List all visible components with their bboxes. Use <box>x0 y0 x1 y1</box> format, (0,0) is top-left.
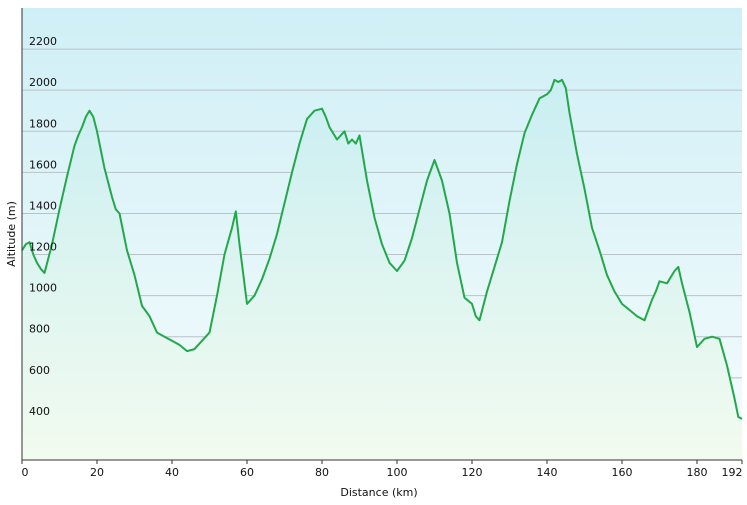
x-tick-label: 0 <box>22 466 29 479</box>
x-tick-label: 60 <box>240 466 254 479</box>
y-tick-label: 1200 <box>29 241 57 254</box>
x-tick-label: 120 <box>462 466 483 479</box>
y-axis-label: Altitude (m) <box>5 201 18 267</box>
x-ticks: 0 20 40 60 80 100 120 140 160 180 192 <box>21 460 743 479</box>
x-tick-label: 140 <box>537 466 558 479</box>
y-tick-labels: 400 600 800 1000 1200 1400 1600 1800 2000 2200 <box>29 35 57 418</box>
y-tick-label: 1600 <box>29 158 57 171</box>
x-axis-label: Distance (km) <box>340 486 417 499</box>
x-tick-label: 192 <box>722 466 743 479</box>
x-tick-label: 40 <box>165 466 179 479</box>
y-tick-label: 400 <box>29 405 50 418</box>
x-tick-label: 20 <box>90 466 104 479</box>
x-tick-label: 160 <box>612 466 633 479</box>
y-tick-label: 2000 <box>29 76 57 89</box>
altitude-area-fill <box>22 79 742 461</box>
x-tick-label: 80 <box>315 466 329 479</box>
y-tick-label: 800 <box>29 323 50 336</box>
y-tick-label: 600 <box>29 364 50 377</box>
x-tick-label: 180 <box>687 466 708 479</box>
altitude-series-line <box>21 78 743 420</box>
x-tick-label: 100 <box>387 466 408 479</box>
y-tick-label: 1800 <box>29 117 57 130</box>
y-tick-label: 1400 <box>29 199 57 212</box>
y-tick-label: 2200 <box>29 35 57 48</box>
y-tick-label: 1000 <box>29 282 57 295</box>
